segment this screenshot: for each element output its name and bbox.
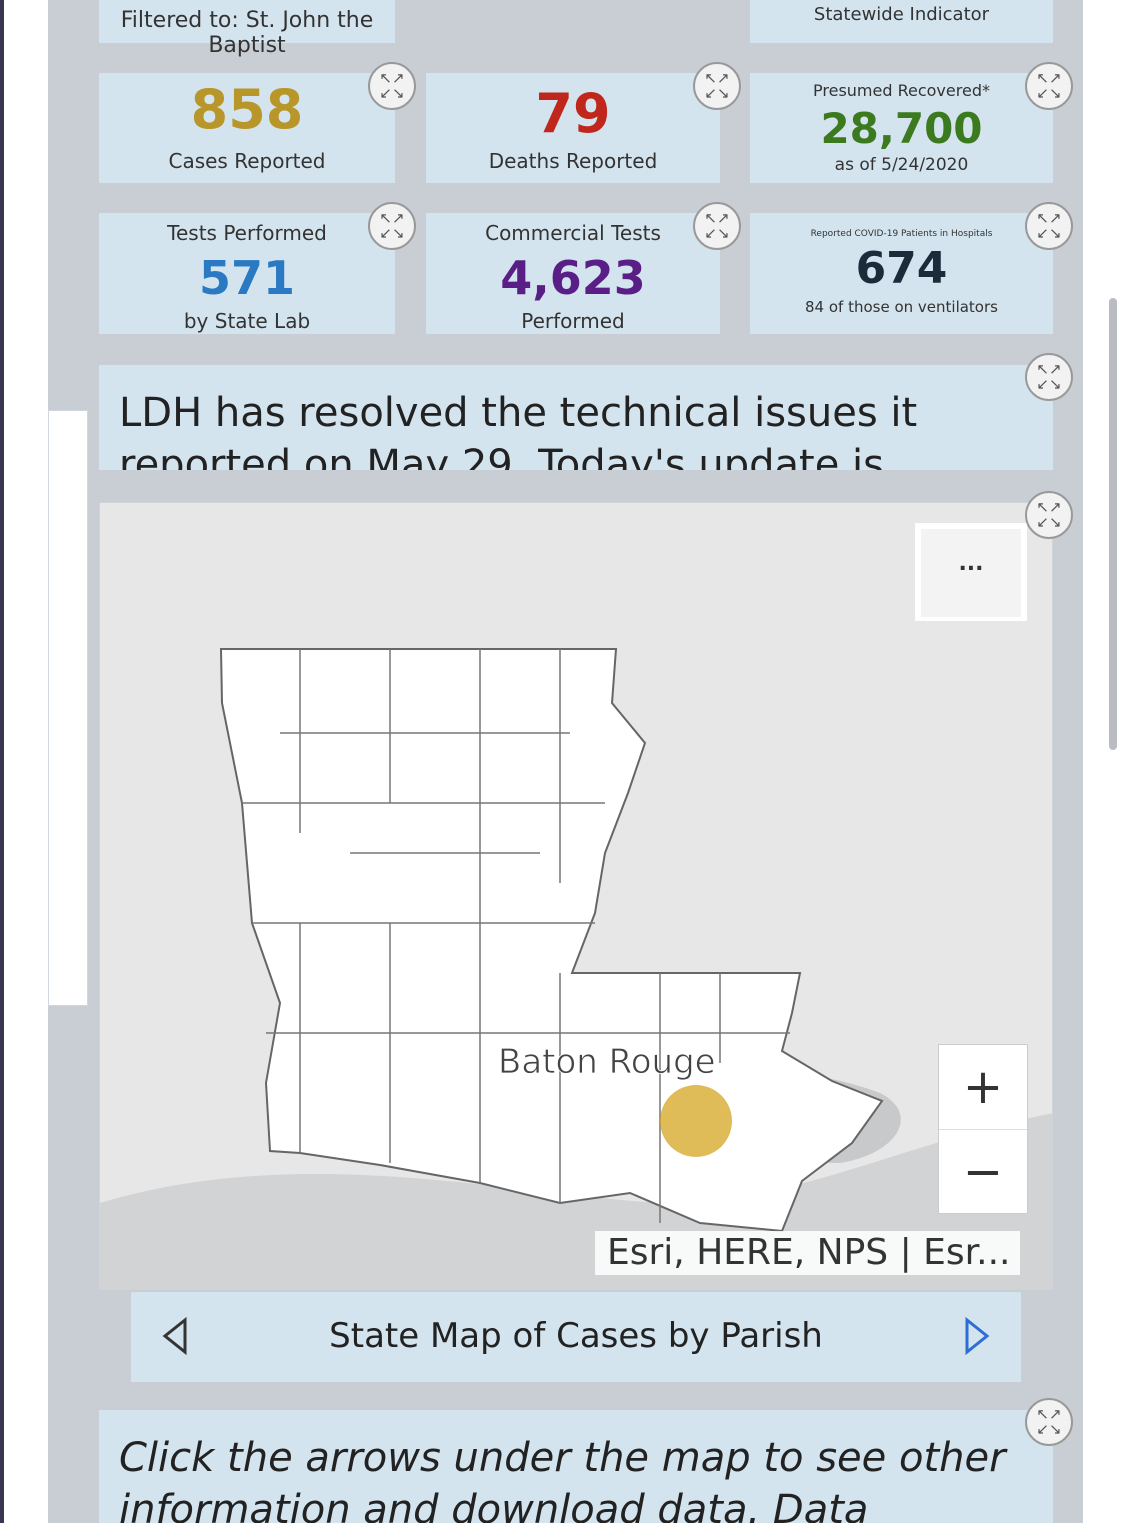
zoom-out[interactable]: − <box>962 1144 1004 1200</box>
card-note: by State Lab <box>183 309 311 333</box>
expand-icon[interactable]: ↖↗ ↙↘ <box>1025 491 1073 539</box>
card-value: 571 <box>198 251 296 305</box>
card: Commercial Tests 4,623 Performed <box>426 213 720 334</box>
card-note: Performed <box>521 309 625 333</box>
zoom-control: + − <box>938 1044 1028 1214</box>
filter-bar: Filtered to: St. John the Baptist <box>99 0 395 58</box>
card: 858 Cases Reported <box>99 73 395 183</box>
map[interactable]: Baton Rouge ... + − Esri, HERE, NPS | Es… <box>99 502 1053 1290</box>
card-title: Commercial Tests <box>485 221 661 245</box>
place-label: Baton Rouge <box>498 1042 716 1082</box>
card-value: 674 <box>855 243 948 294</box>
expand-icon[interactable]: ↖↗ ↙↘ <box>1025 1398 1073 1446</box>
card-label: Cases Reported <box>168 149 326 173</box>
footer-text: Click the arrows under the map to see ot… <box>119 1435 1006 1523</box>
prev-arrow[interactable] <box>161 1316 191 1356</box>
expand-icon[interactable]: ↖↗ ↙↘ <box>1025 353 1073 401</box>
side-tab <box>48 410 88 1006</box>
zoom-in[interactable]: + <box>939 1045 1027 1130</box>
card-label: Deaths Reported <box>488 149 658 173</box>
scrollbar <box>1109 298 1117 750</box>
card-note: 84 of those on ventilators <box>805 298 998 316</box>
case-bubble[interactable] <box>660 1085 732 1157</box>
card: Presumed Recovered* 28,700 as of 5/24/20… <box>750 73 1053 183</box>
menu-button[interactable]: ... <box>921 529 1021 617</box>
statewide-text: Statewide Indicator <box>813 4 990 25</box>
notice: LDH has resolved the technical issues it… <box>99 365 1053 470</box>
parish-lines <box>242 649 790 1223</box>
filter-text: Filtered to: St. John the Baptist <box>120 8 374 58</box>
card: Tests Performed 571 by State Lab <box>99 213 395 334</box>
map-caption: State Map of Cases by Parish <box>329 1316 823 1356</box>
footer: Click the arrows under the map to see ot… <box>99 1410 1053 1523</box>
card-value: 79 <box>535 82 611 145</box>
card-note: as of 5/24/2020 <box>834 155 969 175</box>
expand-icon[interactable]: ↖↗ ↙↘ <box>693 202 741 250</box>
expand-icon[interactable]: ↖↗ ↙↘ <box>368 62 416 110</box>
map-canvas: Baton Rouge <box>100 648 1052 1289</box>
expand-icon[interactable]: ↖↗ ↙↘ <box>693 62 741 110</box>
card-title: Tests Performed <box>167 221 327 245</box>
expand-icon[interactable]: ↖↗ ↙↘ <box>368 202 416 250</box>
edge <box>0 0 4 1523</box>
card-value: 28,700 <box>820 104 983 153</box>
attribution: Esri, HERE, NPS | Esr... <box>595 1231 1020 1275</box>
state-outline <box>219 648 884 1233</box>
caption-bar: State Map of Cases by Parish <box>131 1292 1021 1382</box>
statewide-bar: Statewide Indicator <box>750 0 1053 43</box>
notice-text: LDH has resolved the technical issues it… <box>119 390 918 470</box>
card: 79 Deaths Reported <box>426 73 720 183</box>
card: Reported COVID-19 Patients in Hospitals … <box>750 213 1053 334</box>
card-value: 4,623 <box>500 251 646 305</box>
menu-box: ... <box>915 523 1027 621</box>
card-title: Presumed Recovered* <box>813 81 990 100</box>
expand-icon[interactable]: ↖↗ ↙↘ <box>1025 202 1073 250</box>
card-title: Reported COVID-19 Patients in Hospitals <box>810 229 993 239</box>
expand-icon[interactable]: ↖↗ ↙↘ <box>1025 62 1073 110</box>
next-arrow[interactable] <box>961 1316 991 1356</box>
card-value: 858 <box>190 78 304 141</box>
